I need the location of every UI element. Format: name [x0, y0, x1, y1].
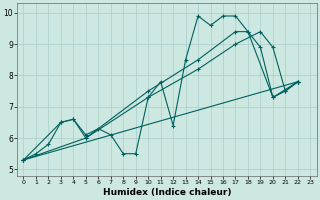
X-axis label: Humidex (Indice chaleur): Humidex (Indice chaleur) — [103, 188, 231, 197]
